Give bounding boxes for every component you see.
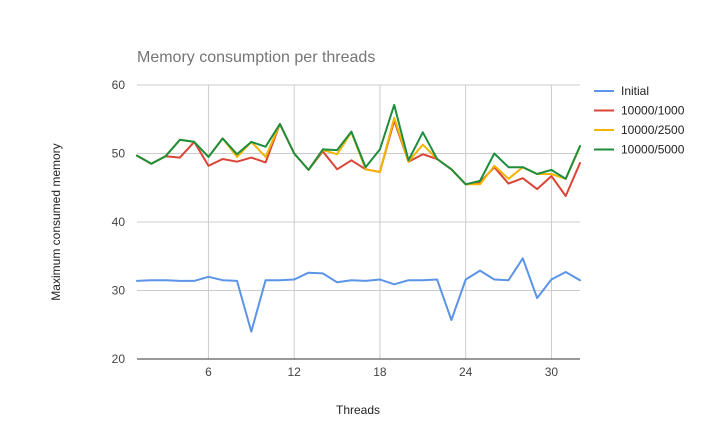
series-lines (136, 103, 581, 333)
series-line-4 (136, 103, 581, 186)
x-tick-label: 30 (545, 365, 559, 379)
y-axis-ticks: 20 30 40 50 60 (112, 78, 126, 366)
legend-label: 10000/2500 (621, 123, 685, 137)
y-tick-label: 20 (112, 352, 126, 366)
y-tick-label: 60 (112, 78, 126, 92)
series-line-1 (136, 257, 581, 333)
x-tick-label: 6 (205, 365, 212, 379)
grid (137, 84, 580, 360)
y-tick-label: 40 (112, 215, 126, 229)
x-axis-ticks: 6 12 18 24 30 (205, 365, 558, 379)
legend: Initial 10000/1000 10000/2500 10000/5000 (594, 84, 685, 157)
x-axis-title: Threads (336, 403, 380, 417)
y-tick-label: 30 (112, 284, 126, 298)
legend-label: 10000/5000 (621, 143, 685, 157)
legend-label: Initial (621, 84, 649, 98)
legend-label: 10000/1000 (621, 104, 685, 118)
chart-title: Memory consumption per threads (137, 49, 375, 66)
y-axis-title: Maximum consumed memory (49, 143, 63, 300)
x-tick-label: 24 (459, 365, 473, 379)
x-tick-label: 18 (373, 365, 387, 379)
x-tick-label: 12 (288, 365, 302, 379)
series-line-2 (136, 119, 581, 197)
y-tick-label: 50 (112, 147, 126, 161)
